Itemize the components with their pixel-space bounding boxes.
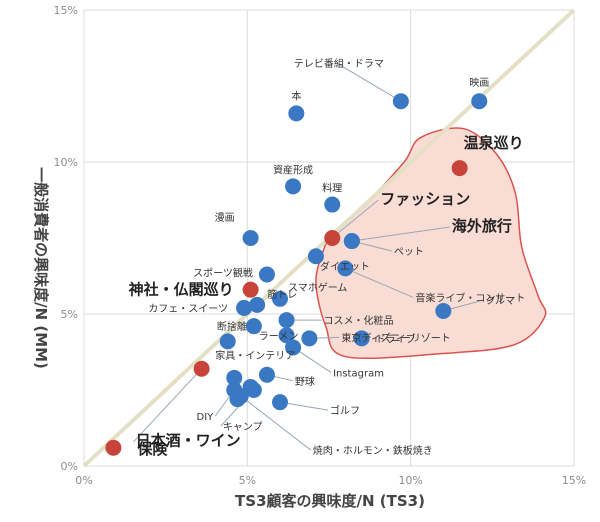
- point-label: ラーメン: [259, 330, 299, 342]
- data-point-highlight: [324, 230, 341, 246]
- point-label: クルマ: [485, 295, 515, 307]
- data-point: [242, 230, 259, 246]
- data-point: [324, 196, 341, 213]
- point-label: 焼肉・ホルモン・鉄板焼き: [313, 444, 433, 457]
- y-tick-label: 10%: [54, 156, 78, 169]
- data-point-highlight: [193, 360, 210, 377]
- leader-line: [345, 267, 414, 298]
- point-label: 資産形成: [273, 163, 313, 176]
- data-point: [278, 327, 295, 344]
- point-label: 家具・インテリア: [215, 349, 295, 362]
- point-label: 東京ディズニーリゾート: [341, 331, 450, 344]
- point-label: ダイエット: [320, 260, 370, 273]
- point-label: カフェ・スイーツ: [148, 303, 228, 315]
- data-point: [236, 299, 253, 316]
- data-point: [343, 233, 360, 250]
- leader-line: [336, 62, 402, 102]
- data-point-highlight: [105, 439, 122, 456]
- data-point: [278, 312, 295, 329]
- data-point: [219, 333, 236, 350]
- leader-line: [331, 199, 379, 239]
- x-tick-label: 5%: [239, 474, 256, 487]
- point-label: キャンプ: [223, 421, 263, 433]
- point-label: テレビ番組・ドラマ: [294, 57, 384, 70]
- data-point: [272, 290, 288, 307]
- data-point: [392, 93, 409, 110]
- y-tick-label: 15%: [54, 4, 78, 17]
- leader-line: [240, 395, 312, 451]
- point-label: 野球: [295, 375, 315, 388]
- y-tick-label: 0%: [61, 460, 78, 473]
- point-label: Instagram: [333, 368, 384, 379]
- data-point: [258, 366, 275, 383]
- point-label: ドライブ: [376, 332, 416, 345]
- data-point: [249, 296, 266, 313]
- data-point-highlight: [242, 281, 259, 298]
- data-point-highlight: [451, 160, 468, 177]
- point-label: 温泉巡り: [464, 134, 524, 152]
- point-label: 断捨離: [217, 320, 247, 333]
- data-point: [337, 260, 354, 277]
- highlight-region: [315, 127, 547, 360]
- point-label: 保険: [136, 440, 168, 458]
- x-tick-label: 10%: [398, 474, 422, 487]
- data-point: [471, 93, 488, 110]
- leader-line: [279, 401, 329, 411]
- data-point: [258, 266, 275, 283]
- data-points: [105, 93, 488, 456]
- data-point: [285, 339, 302, 356]
- data-point: [353, 330, 370, 347]
- point-label: 神社・仏閣巡り: [129, 281, 234, 299]
- point-label: ペット: [394, 247, 424, 258]
- point-label: 海外旅行: [452, 217, 512, 235]
- y-tick-label: 5%: [61, 308, 78, 321]
- point-label: 映画: [469, 77, 489, 89]
- point-label: ファッション: [380, 190, 470, 208]
- point-label: スマホゲーム: [288, 282, 347, 294]
- data-point: [435, 302, 452, 319]
- data-point: [288, 105, 305, 122]
- point-label: 筋トレ: [267, 288, 297, 301]
- y-axis-title: 一般消費者の興味度/N (MM): [32, 167, 50, 369]
- x-tick-label: 0%: [75, 474, 92, 487]
- point-label: 本: [291, 89, 301, 102]
- x-axis-title: TS3顧客の興味度/N (TS3): [235, 492, 425, 510]
- data-point: [301, 330, 318, 347]
- leader-line: [351, 226, 450, 242]
- leader-line: [133, 368, 202, 443]
- axis-ticks: 0%0% 5% 5% 10% 10% 15% 15%: [54, 4, 587, 487]
- data-point: [245, 318, 262, 335]
- point-label: 日本酒・ワイン: [136, 432, 241, 450]
- data-point: [307, 248, 324, 265]
- data-point: [245, 382, 262, 398]
- data-point: [232, 388, 249, 405]
- point-label: ゴルフ: [330, 404, 360, 417]
- data-point: [226, 369, 243, 386]
- point-label: コスメ・化粧品: [324, 314, 394, 327]
- data-point: [272, 394, 288, 411]
- point-label: DIY: [197, 412, 215, 423]
- point-label: スポーツ観戦: [193, 266, 253, 279]
- point-label: 漫画: [215, 212, 235, 224]
- x-tick-label: 15%: [562, 474, 586, 487]
- point-label: 音楽ライブ・コンサート: [415, 291, 525, 304]
- point-label: 料理: [322, 182, 342, 195]
- data-point: [285, 178, 302, 195]
